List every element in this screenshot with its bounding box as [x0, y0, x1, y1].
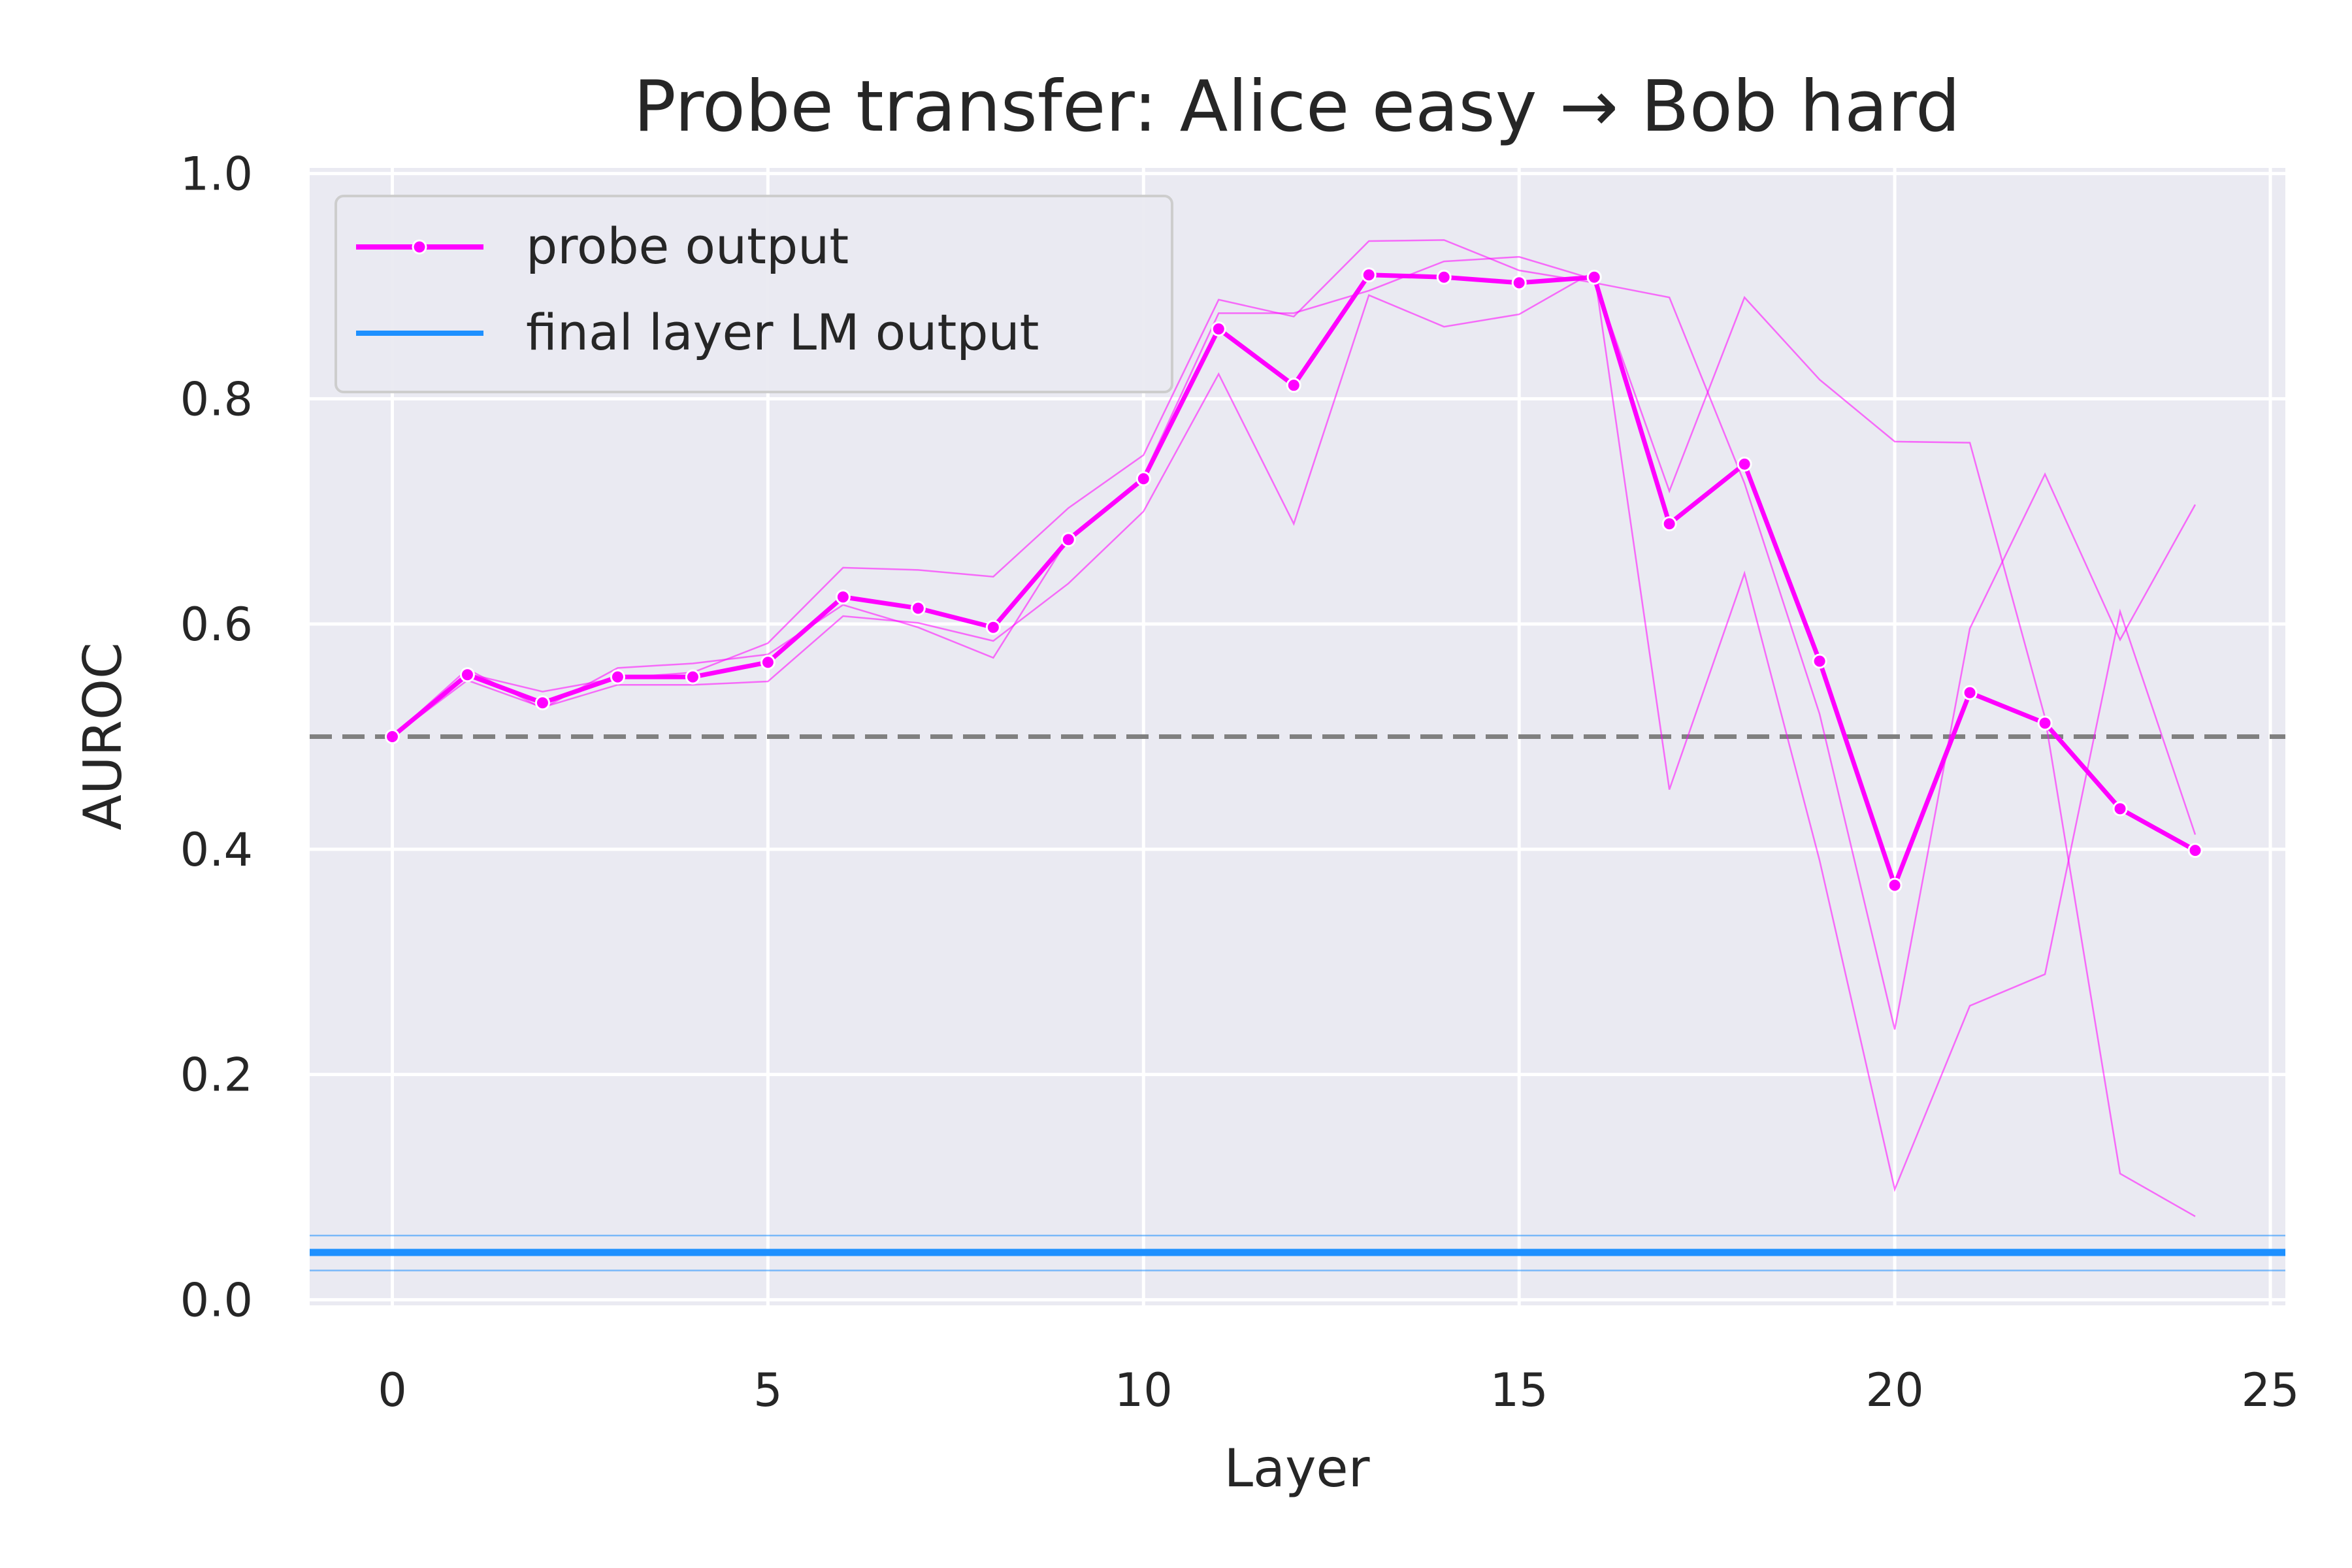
x-tick-label: 0 — [378, 1364, 407, 1417]
probe-output-point — [1661, 516, 1677, 532]
probe-output-point — [1812, 653, 1827, 669]
probe-output-point — [910, 600, 926, 616]
legend-box — [335, 195, 1173, 393]
probe-output-point — [685, 669, 700, 685]
probe-output-series — [384, 267, 2203, 893]
x-tick-label: 20 — [1866, 1364, 1924, 1417]
probe-output-point — [1511, 275, 1527, 291]
probe-output-point — [384, 729, 400, 744]
probe-output-point — [459, 667, 475, 683]
x-tick-label: 25 — [2241, 1364, 2299, 1417]
run-line — [391, 270, 2197, 1192]
x-tick-label: 5 — [753, 1364, 783, 1417]
probe-output-point — [2037, 715, 2053, 731]
x-tick-labels: 0 5 10 15 20 25 — [378, 1364, 2299, 1417]
probe-output-point — [1737, 456, 1752, 472]
probe-output-point — [1887, 877, 1903, 893]
probe-output-point — [760, 655, 776, 670]
probe-output-point — [610, 669, 625, 685]
probe-output-point — [1962, 685, 1978, 700]
probe-output-point — [835, 589, 851, 605]
probe-output-point — [1361, 267, 1377, 283]
run-line — [391, 255, 2196, 1217]
lm-output-band — [310, 1234, 2285, 1271]
y-tick-labels: 0.0 0.2 0.4 0.6 0.8 1.0 — [180, 148, 253, 1328]
probe-output-point — [1436, 269, 1452, 285]
probe-output-point — [2112, 801, 2128, 817]
y-axis-label: AUROC — [73, 642, 133, 830]
legend-marker-probe-output — [412, 239, 427, 255]
legend-label-probe-output: probe output — [526, 217, 849, 275]
probe-output-point — [1286, 378, 1301, 393]
probe-output-point — [1135, 471, 1151, 487]
chart-title: Probe transfer: Alice easy → Bob hard — [634, 66, 1961, 148]
y-tick-label: 1.0 — [180, 148, 253, 201]
probe-output-point — [985, 619, 1001, 635]
y-tick-label: 0.8 — [180, 372, 253, 426]
probe-output-point — [1586, 269, 1602, 285]
y-tick-label: 0.4 — [180, 823, 253, 877]
probe-output-point — [534, 695, 550, 711]
y-tick-label: 0.2 — [180, 1049, 253, 1102]
x-tick-label: 15 — [1490, 1364, 1548, 1417]
legend: probe output final layer LM output — [335, 195, 1173, 393]
probe-output-point — [1060, 532, 1076, 547]
x-axis-label: Layer — [1224, 1438, 1369, 1499]
x-tick-label: 10 — [1115, 1364, 1173, 1417]
probe-output-point — [1211, 321, 1226, 336]
y-tick-label: 0.6 — [180, 598, 253, 651]
y-tick-label: 0.0 — [180, 1273, 253, 1327]
legend-label-final-layer-lm-output: final layer LM output — [526, 303, 1039, 361]
probe-output-point — [2187, 843, 2203, 858]
